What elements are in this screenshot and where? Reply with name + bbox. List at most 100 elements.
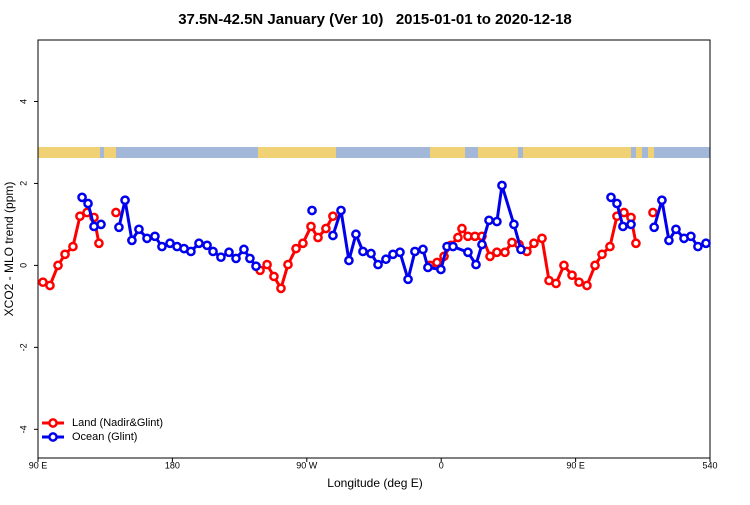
land-band bbox=[523, 147, 631, 158]
legend-marker bbox=[48, 432, 58, 442]
data-point bbox=[671, 224, 681, 235]
x-tick-label: 90 E bbox=[566, 460, 585, 470]
data-point bbox=[597, 249, 607, 260]
data-point bbox=[453, 232, 463, 243]
x-tick-label: 540 bbox=[702, 460, 717, 470]
data-point bbox=[497, 180, 507, 191]
data-point bbox=[618, 221, 628, 232]
data-point bbox=[194, 238, 204, 249]
data-point bbox=[457, 223, 467, 234]
data-point bbox=[321, 223, 331, 234]
data-point bbox=[423, 262, 433, 273]
data-point bbox=[418, 244, 428, 255]
y-tick-label: 0 bbox=[18, 263, 28, 268]
data-point bbox=[351, 229, 361, 240]
land-band bbox=[636, 147, 642, 158]
data-point bbox=[612, 198, 622, 209]
data-point bbox=[463, 247, 473, 258]
data-point bbox=[45, 280, 55, 291]
data-point bbox=[403, 274, 413, 285]
data-point bbox=[186, 246, 196, 257]
data-point bbox=[120, 195, 130, 206]
data-point bbox=[626, 219, 636, 230]
data-point bbox=[648, 207, 658, 218]
data-point bbox=[693, 241, 703, 252]
data-point bbox=[344, 255, 354, 266]
land-band bbox=[478, 147, 518, 158]
legend: Land (Nadir&Glint) Ocean (Glint) bbox=[42, 417, 163, 443]
legend-label: Ocean (Glint) bbox=[72, 431, 137, 443]
data-point bbox=[358, 246, 368, 257]
data-point bbox=[664, 235, 674, 246]
data-point bbox=[60, 249, 70, 260]
ocean-band bbox=[38, 147, 710, 158]
x-tick-label: 90 W bbox=[296, 460, 318, 470]
data-point bbox=[516, 244, 526, 255]
data-point bbox=[529, 238, 539, 249]
data-point bbox=[432, 257, 442, 268]
data-point bbox=[77, 192, 87, 203]
data-point bbox=[582, 280, 592, 291]
data-point bbox=[336, 205, 346, 216]
data-point bbox=[477, 239, 487, 250]
data-point bbox=[328, 211, 338, 222]
x-tick-label: 90 E bbox=[29, 460, 48, 470]
data-point bbox=[484, 215, 494, 226]
data-point bbox=[436, 264, 446, 275]
data-point bbox=[157, 241, 167, 252]
data-point bbox=[574, 277, 584, 288]
data-point bbox=[111, 207, 121, 218]
data-point bbox=[216, 252, 226, 263]
data-point bbox=[307, 205, 317, 216]
data-point bbox=[537, 233, 547, 244]
y-tick-label: -4 bbox=[18, 425, 28, 433]
land-band bbox=[38, 147, 100, 158]
data-point bbox=[701, 238, 711, 249]
x-axis-label: Longitude (deg E) bbox=[327, 476, 422, 490]
y-tick-label: -2 bbox=[18, 343, 28, 351]
data-point bbox=[291, 243, 301, 254]
x-tick-label: 0 bbox=[439, 460, 444, 470]
data-point bbox=[231, 253, 241, 264]
data-point bbox=[127, 235, 137, 246]
data-point bbox=[298, 238, 308, 249]
land-band bbox=[104, 147, 116, 158]
data-point bbox=[328, 230, 338, 241]
data-point bbox=[313, 232, 323, 243]
data-point bbox=[202, 240, 212, 251]
data-point bbox=[686, 231, 696, 242]
land-band bbox=[648, 147, 654, 158]
data-point bbox=[96, 219, 106, 230]
data-point bbox=[245, 253, 255, 264]
data-point bbox=[83, 198, 93, 209]
data-point bbox=[150, 231, 160, 242]
data-point bbox=[75, 211, 85, 222]
data-point bbox=[500, 247, 510, 258]
data-point bbox=[306, 221, 316, 232]
data-point bbox=[239, 244, 249, 255]
data-point bbox=[485, 251, 495, 262]
data-point bbox=[366, 248, 376, 259]
data-point bbox=[269, 271, 279, 282]
y-axis-label: XCO2 - MLO trend (ppm) bbox=[2, 182, 16, 317]
data-point bbox=[471, 259, 481, 270]
data-point bbox=[224, 247, 234, 258]
data-point bbox=[631, 238, 641, 249]
data-point bbox=[509, 219, 519, 230]
data-point bbox=[276, 283, 286, 294]
data-point bbox=[53, 260, 63, 271]
data-point bbox=[68, 241, 78, 252]
land-ocean-band bbox=[38, 147, 710, 158]
data-point bbox=[448, 241, 458, 252]
data-point bbox=[551, 278, 561, 289]
data-point bbox=[605, 241, 615, 252]
land-band bbox=[258, 147, 336, 158]
legend-marker bbox=[48, 418, 58, 428]
legend-label: Land (Nadir&Glint) bbox=[72, 417, 163, 429]
data-point bbox=[134, 224, 144, 235]
data-point bbox=[606, 192, 616, 203]
data-point bbox=[492, 247, 502, 258]
data-point bbox=[395, 247, 405, 258]
data-point bbox=[251, 261, 261, 272]
